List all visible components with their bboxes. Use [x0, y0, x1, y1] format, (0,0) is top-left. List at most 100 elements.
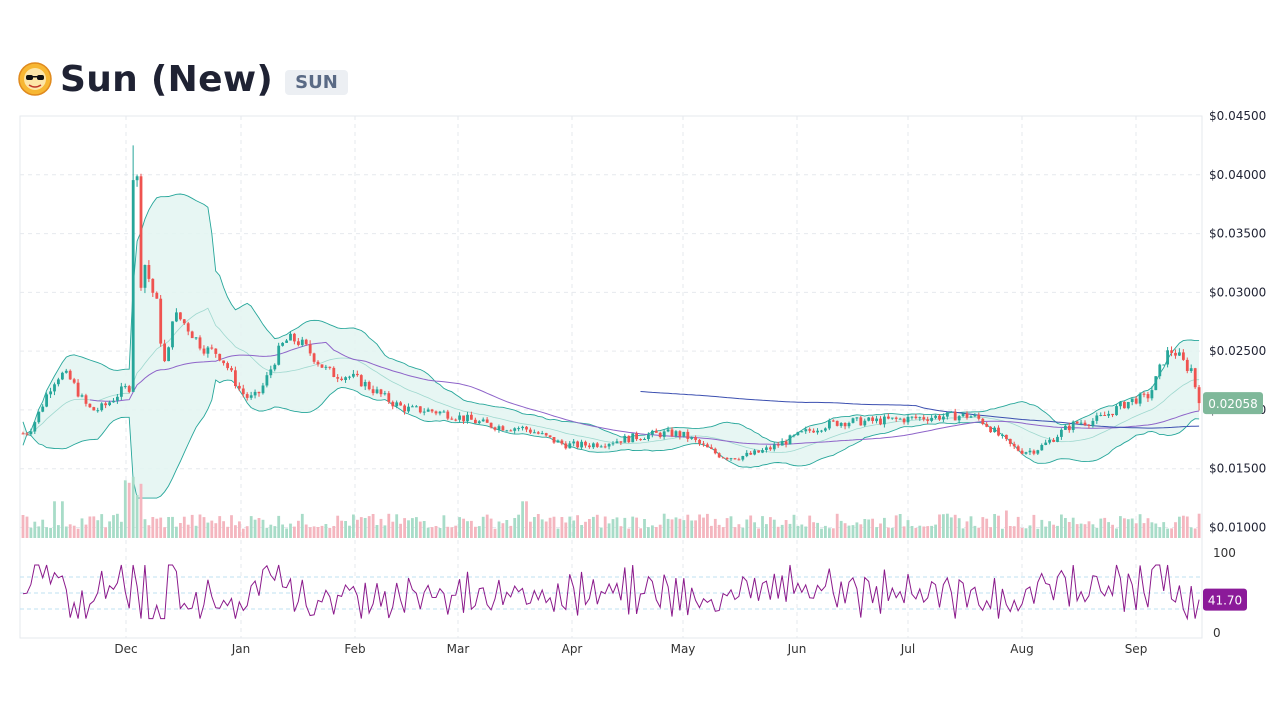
volume-bar [297, 520, 300, 538]
volume-bar [363, 518, 367, 538]
candle-body [997, 427, 1000, 436]
candle-body [108, 402, 111, 406]
volume-bar [127, 482, 131, 538]
volume-bar [977, 527, 981, 538]
volume-bar [572, 520, 576, 538]
candle-body [1083, 422, 1087, 425]
candle-body [265, 375, 269, 386]
candle-body [820, 430, 823, 432]
candle-body [788, 435, 792, 445]
candle-body [356, 373, 359, 376]
volume-bar [422, 521, 426, 538]
volume-bar [450, 527, 454, 538]
candle-body [930, 417, 933, 421]
candle-body [426, 409, 430, 412]
candle-body [843, 423, 847, 427]
candle-body [572, 441, 576, 444]
volume-bar [285, 528, 288, 538]
volume-bar [548, 517, 552, 538]
volume-bar [828, 528, 831, 538]
volume-bar [890, 527, 894, 538]
volume-bar [143, 519, 147, 538]
current-price-badge [1203, 392, 1263, 415]
candle-body [710, 447, 713, 449]
candle-body [218, 353, 222, 361]
volume-bar [544, 521, 548, 538]
volume-bar [383, 525, 387, 538]
candle-body [359, 375, 363, 387]
candle-body [324, 366, 328, 368]
candle-body [454, 419, 458, 421]
candle-body [273, 364, 277, 370]
candle-body [1032, 450, 1036, 454]
volume-bar [780, 524, 784, 538]
candle-body [533, 432, 536, 434]
volume-bar [1111, 524, 1114, 538]
candle-body [308, 344, 312, 354]
candle-body [918, 417, 922, 419]
volume-bar [281, 524, 284, 538]
volume-bar [477, 526, 481, 538]
volume-bar [635, 517, 638, 538]
volume-bar [953, 514, 957, 538]
volume-bar [446, 526, 450, 538]
volume-bar [1056, 525, 1059, 538]
candle-body [1095, 415, 1099, 421]
candle-body [828, 420, 831, 429]
candle-body [855, 417, 859, 419]
volume-bar [894, 515, 898, 538]
candle-body [363, 382, 367, 387]
candle-body [686, 431, 690, 439]
volume-bar [92, 516, 96, 538]
candle-body [867, 417, 871, 421]
candle-body [635, 433, 638, 440]
volume-bar [993, 514, 996, 538]
candle-body [1079, 422, 1083, 424]
candle-body [1123, 401, 1126, 409]
candle-body [556, 440, 560, 443]
candle-body [548, 435, 552, 437]
volume-bar [654, 527, 658, 538]
candle-body [1166, 350, 1169, 365]
candle-body [1130, 398, 1134, 402]
volume-bar [619, 526, 623, 538]
volume-bar [399, 523, 402, 538]
candle-body [977, 414, 981, 419]
candle-body [639, 439, 642, 441]
time-tick-label: Aug [1010, 642, 1033, 656]
candle-body [1115, 406, 1118, 416]
candle-body [45, 394, 48, 407]
candle-body [151, 278, 155, 293]
time-tick-label: Apr [562, 642, 583, 656]
volume-bar [1064, 518, 1067, 538]
volume-bar [753, 522, 756, 538]
volume-bar [33, 521, 37, 538]
volume-bar [175, 526, 178, 538]
volume-bar [1166, 528, 1169, 538]
candle-body [422, 411, 426, 413]
candle-body [647, 434, 650, 439]
volume-bar [1178, 516, 1181, 538]
candle-body [375, 389, 379, 394]
candle-body [883, 416, 886, 425]
candle-body [871, 417, 874, 421]
time-tick-label: Jan [231, 642, 251, 656]
candle-body [839, 423, 843, 426]
volume-bar [1024, 528, 1028, 538]
candle-body [458, 415, 461, 420]
candle-body [214, 348, 218, 354]
volume-bar [788, 523, 792, 538]
volume-bar [186, 524, 190, 538]
volume-bar [49, 527, 52, 538]
volume-bar [556, 528, 560, 538]
candle-body [253, 391, 257, 396]
candle-body [391, 401, 395, 407]
time-tick-label: Sep [1125, 642, 1148, 656]
volume-bar [914, 527, 918, 538]
candle-body [993, 427, 996, 433]
chart-header: Sun (New) SUN [18, 56, 348, 102]
volume-bar [851, 525, 855, 538]
candle-body [887, 416, 890, 419]
volume-bar [434, 526, 438, 538]
